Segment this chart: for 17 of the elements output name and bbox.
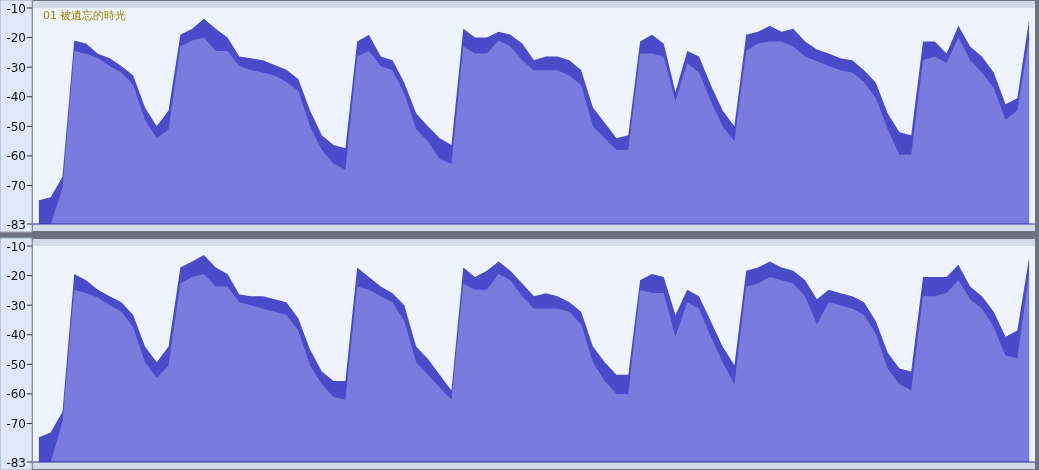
y-tick-label: -10 [6,1,26,16]
y-tick-label: -30 [6,298,26,313]
y-tick-label: -50 [6,119,26,134]
y-tick-label: -83 [6,455,26,470]
y-tick-label: -60 [6,149,26,164]
y-tick-label: -70 [6,417,26,432]
y-tick-label: -70 [6,179,26,194]
y-tick-label: -40 [6,328,26,343]
y-tick-label: -20 [6,269,26,284]
chart-title: 01 被遺忘的時光 [43,9,127,22]
y-tick-label: -60 [6,387,26,402]
y-tick-label: -10 [6,239,26,254]
y-tick-label: -83 [6,217,26,232]
y-tick-label: -50 [6,357,26,372]
y-tick-label: -40 [6,90,26,105]
y-tick-label: -30 [6,60,26,75]
y-tick-label: -20 [6,31,26,46]
